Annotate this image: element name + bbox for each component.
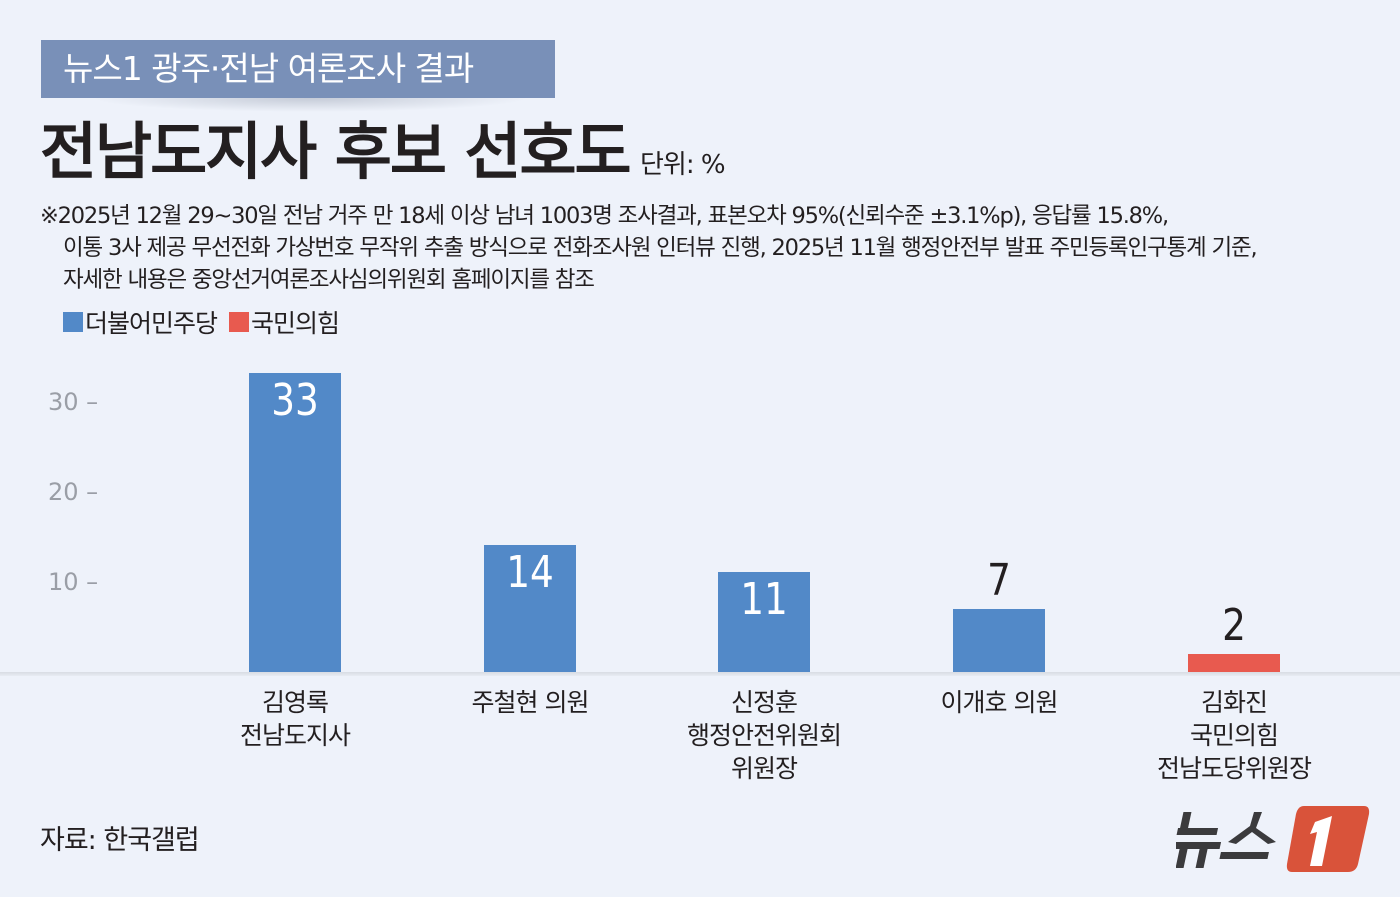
category-label: 주철현 의원 — [471, 688, 590, 717]
bar-3 — [718, 572, 810, 672]
kicker-banner: 뉴스1 광주·전남 여론조사 결과 — [41, 40, 555, 98]
legend-label: 국민의힘 — [251, 309, 340, 338]
chart-title: 전남도지사 후보 선호도 — [40, 115, 632, 188]
y-tick-20: 20 – — [48, 478, 99, 506]
survey-note: ※2025년 12월 29~30일 전남 거주 만 18세 이상 남녀 1003… — [40, 200, 1370, 296]
source-credit: 자료: 한국갤럽 — [40, 825, 200, 856]
bar-value-label: 7 — [987, 555, 1011, 606]
bar-4 — [953, 609, 1045, 672]
category-label: 김화진 국민의힘 전남도당위원장 — [1156, 688, 1312, 783]
bar-value-label: 2 — [1222, 600, 1246, 651]
unit-label: 단위: % — [640, 150, 726, 180]
category-label: 신정훈 행정안전위원회 위원장 — [686, 688, 842, 783]
category-label: 김영록 전남도지사 — [239, 688, 351, 750]
survey-note-line: 자세한 내용은 중앙선거여론조사심의위원회 홈페이지를 참조 — [63, 267, 595, 293]
news1-logo — [1165, 800, 1371, 875]
bar-2 — [484, 545, 576, 672]
bar-value-label: 33 — [271, 375, 319, 426]
bar-value-label: 14 — [506, 547, 554, 598]
x-axis-baseline — [0, 672, 1400, 676]
legend-label: 더불어민주당 — [85, 309, 218, 338]
legend: 더불어민주당 국민의힘 — [63, 304, 351, 340]
survey-note-line: 이통 3사 제공 무선전화 가상번호 무작위 추출 방식으로 전화조사원 인터뷰… — [63, 235, 1258, 261]
legend-swatch-red — [229, 312, 250, 332]
news1-logo-icon — [1165, 806, 1370, 872]
legend-item-ppp: 국민의힘 — [229, 304, 340, 340]
y-tick-30: 30 – — [48, 388, 99, 416]
legend-item-democratic: 더불어민주당 — [63, 304, 218, 340]
bar-5 — [1188, 654, 1280, 672]
survey-note-line: ※2025년 12월 29~30일 전남 거주 만 18세 이상 남녀 1003… — [40, 203, 1169, 229]
y-tick-10: 10 – — [48, 568, 99, 596]
bar-1 — [249, 373, 341, 672]
bar-value-label: 11 — [740, 574, 788, 625]
category-label: 이개호 의원 — [940, 688, 1059, 717]
kicker-shadow — [90, 98, 530, 112]
legend-swatch-blue — [63, 312, 83, 332]
